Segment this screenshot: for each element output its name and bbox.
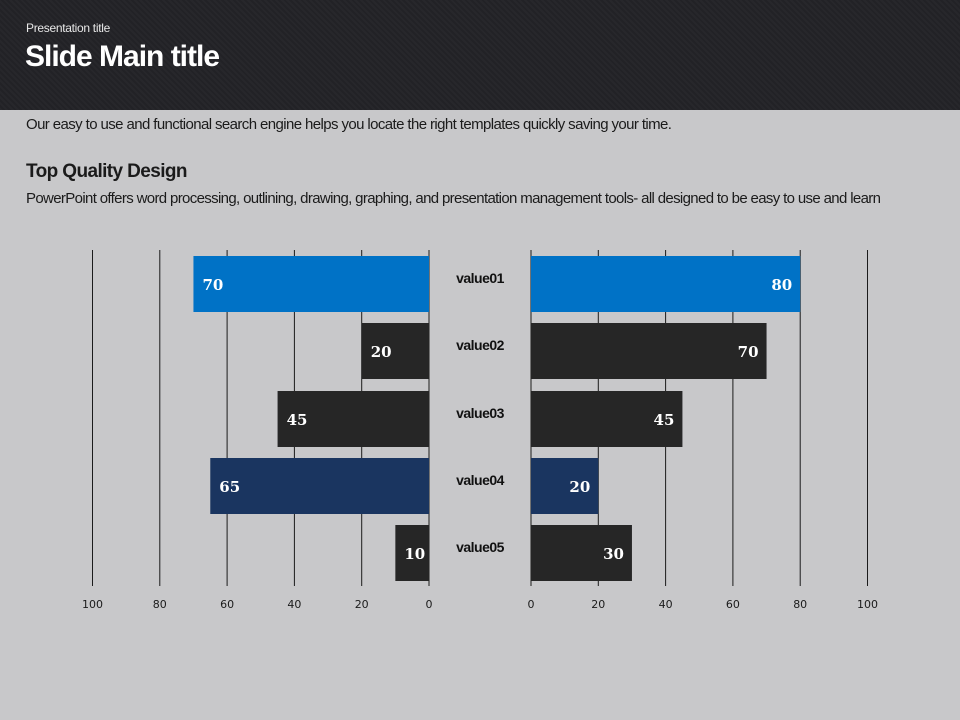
right-bar — [531, 458, 599, 514]
right-axis-tick-label: 80 — [793, 598, 807, 611]
right-axis-tick-label: 100 — [857, 598, 878, 611]
right-bar-value-label: 45 — [654, 411, 675, 429]
right-bar-value-label: 30 — [603, 545, 624, 563]
left-bar-value-label: 65 — [219, 478, 240, 496]
right-bar-value-label: 70 — [738, 343, 759, 361]
left-axis-tick-label: 40 — [287, 598, 301, 611]
left-bar-value-label: 70 — [202, 276, 223, 294]
right-bar — [531, 323, 767, 379]
left-axis-tick-label: 0 — [426, 598, 433, 611]
right-axis-tick-label: 40 — [659, 598, 673, 611]
category-label: value05 — [456, 539, 505, 555]
left-bar — [277, 391, 429, 447]
left-bar — [361, 323, 429, 379]
category-label: value01 — [456, 270, 505, 286]
right-axis-tick-label: 0 — [528, 598, 535, 611]
right-bar-value-label: 80 — [771, 276, 792, 294]
right-axis-tick-label: 20 — [591, 598, 605, 611]
left-bar-value-label: 10 — [404, 545, 425, 563]
left-axis-tick-label: 60 — [220, 598, 234, 611]
left-bar — [210, 458, 429, 514]
category-label: value03 — [456, 405, 505, 421]
right-bar — [531, 256, 801, 312]
section-heading: Top Quality Design — [26, 161, 188, 182]
category-label: value04 — [456, 472, 505, 488]
right-bar — [531, 391, 683, 447]
left-bar-value-label: 20 — [371, 343, 392, 361]
left-axis-tick-label: 20 — [355, 598, 369, 611]
left-bar-value-label: 45 — [287, 411, 308, 429]
section-body: PowerPoint offers word processing, outli… — [26, 190, 881, 207]
header-bar: Presentation title Slide Main title — [0, 0, 960, 110]
slide-main-title: Slide Main title — [25, 40, 220, 73]
left-bar — [395, 525, 429, 581]
left-axis-tick-label: 100 — [82, 598, 103, 611]
left-bar — [193, 256, 429, 312]
left-axis-tick-label: 80 — [153, 598, 167, 611]
right-bar — [531, 525, 632, 581]
right-bar-value-label: 20 — [569, 478, 590, 496]
intro-text: Our easy to use and functional search en… — [26, 116, 672, 133]
category-label: value02 — [456, 337, 505, 353]
presentation-title: Presentation title — [26, 21, 110, 35]
right-axis-tick-label: 60 — [726, 598, 740, 611]
